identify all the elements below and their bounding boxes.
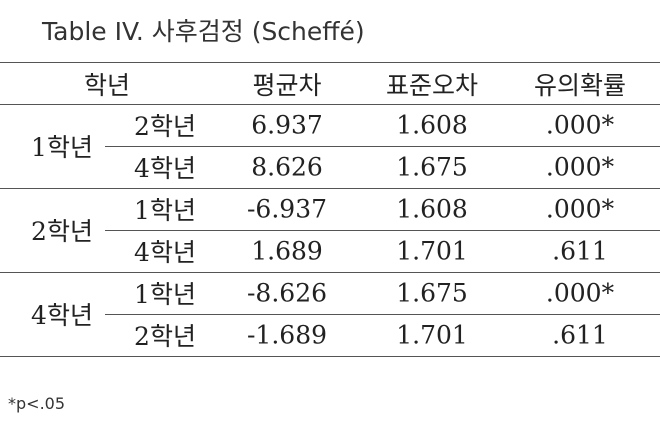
value-cell: .000*: [545, 278, 615, 308]
value-cell: 1.675: [396, 152, 468, 182]
row-label: 1학년: [134, 280, 196, 309]
rule: [0, 104, 660, 105]
value-cell: 1.675: [396, 278, 468, 308]
value-cell: 1.608: [396, 110, 468, 140]
row-label: 2학년: [134, 112, 196, 141]
group-label: 1학년: [31, 133, 93, 162]
value-cell: .000*: [545, 110, 615, 140]
value-cell: -1.689: [246, 320, 328, 350]
value-cell: -8.626: [246, 278, 328, 308]
row-label: 4학년: [134, 154, 196, 183]
row-label: 2학년: [134, 322, 196, 351]
value-cell: 1.701: [396, 320, 468, 350]
value-cell: .000*: [545, 194, 615, 224]
footnote: *p<.05: [8, 394, 66, 413]
rule: [105, 230, 660, 231]
group-label: 4학년: [31, 301, 93, 330]
value-cell: 1.701: [396, 236, 468, 266]
rule: [105, 314, 660, 315]
header-cell: 유의확률: [533, 71, 627, 100]
value-cell: 1.689: [251, 236, 323, 266]
value-cell: 6.937: [251, 110, 323, 140]
rule: [105, 146, 660, 147]
rule: [0, 62, 660, 63]
header-cell: 평균차: [252, 71, 322, 100]
value-cell: .611: [552, 236, 608, 266]
rule: [0, 188, 660, 189]
row-label: 1학년: [134, 196, 196, 225]
rule: [0, 356, 660, 357]
row-label: 4학년: [134, 238, 196, 267]
table-title: Table IV. 사후검정 (Scheffé): [42, 17, 365, 46]
value-cell: .611: [552, 320, 608, 350]
header-cell: 표준오차: [385, 71, 479, 100]
group-label: 2학년: [31, 217, 93, 246]
value-cell: 1.608: [396, 194, 468, 224]
value-cell: 8.626: [251, 152, 323, 182]
value-cell: -6.937: [246, 194, 328, 224]
rule: [0, 272, 660, 273]
header-cell: 학년: [83, 71, 131, 100]
value-cell: .000*: [545, 152, 615, 182]
